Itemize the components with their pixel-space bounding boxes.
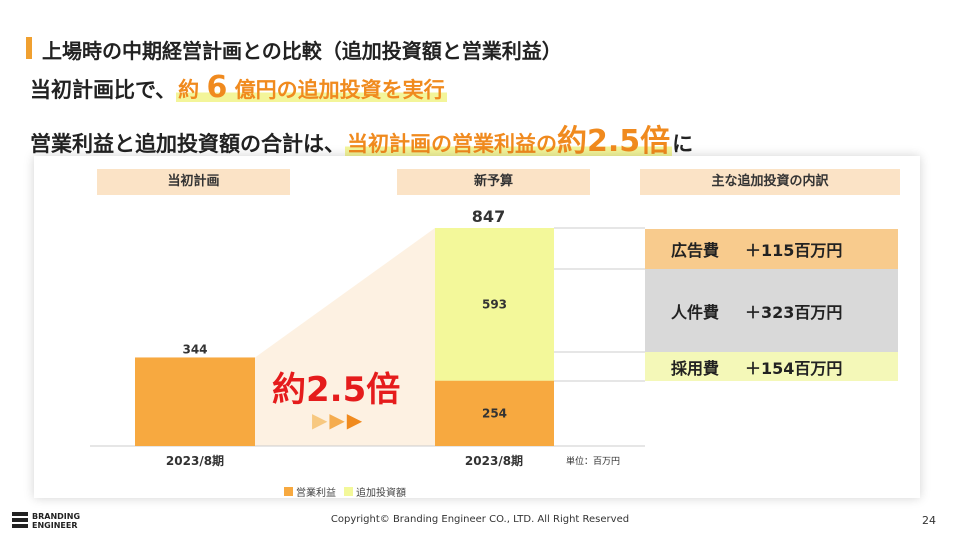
headline1-highlight: 約 6 億円の追加投資を実行 (176, 70, 447, 105)
bar-new-additional-investment (435, 228, 554, 381)
headline2-suffix: に (672, 132, 694, 156)
headline-investment: 当初計画比で、約 6 億円の追加投資を実行 (30, 70, 447, 105)
unit-label: 単位：百万円 (566, 455, 620, 467)
bar-new-operating-profit (435, 380, 554, 446)
legend-label-operating-profit: 営業利益 (296, 488, 336, 499)
multiplier-label: 約2.5倍 (272, 370, 401, 410)
headline2-hl-a: 当初計画の営業利益の (347, 132, 557, 156)
headline2-highlight: 当初計画の営業利益の約2.5倍 (345, 124, 673, 159)
legend-swatch-additional-investment (344, 487, 353, 496)
multiplier-arrows: ▶▶▶ (312, 408, 364, 432)
bar-label-total-847: 847 (472, 207, 505, 226)
headline1-hl-b: 億円の追加投資を実行 (234, 78, 445, 102)
breakdown-label: 人件費 (671, 302, 720, 322)
x-label-new: 2023/8期 (465, 453, 523, 468)
legend-label-additional-investment: 追加投資額 (356, 488, 406, 499)
bar-initial-operating-profit (135, 357, 255, 446)
headline-multiplier: 営業利益と追加投資額の合計は、当初計画の営業利益の約2.5倍に (30, 116, 693, 160)
slide-title: 上場時の中期経営計画との比較（追加投資額と営業利益） (42, 39, 562, 63)
breakdown-label: 採用費 (671, 358, 720, 378)
breakdown-value: ＋323百万円 (745, 302, 843, 322)
brand-logo-icon (12, 512, 28, 528)
breakdown-label: 広告費 (671, 241, 720, 260)
bar-label-593: 593 (482, 297, 507, 311)
breakdown-value: ＋154百万円 (745, 358, 843, 378)
copyright-footer: Copyright© Branding Engineer CO., LTD. A… (330, 514, 630, 525)
title-accent-bar (26, 37, 32, 59)
bar-label-254: 254 (482, 406, 507, 420)
arrow-right-icon: ▶ (329, 408, 347, 432)
headline1-hl-a: 約 (178, 78, 200, 102)
header-initial-plan: 当初計画 (97, 169, 290, 195)
growth-connector-shape (255, 228, 435, 446)
header-new-budget: 新予算 (397, 169, 590, 195)
arrow-right-icon: ▶ (346, 408, 365, 432)
logo-line2: ENGINEER (32, 521, 78, 530)
chart-legend: 営業利益 追加投資額 (284, 484, 406, 499)
breakdown-value: ＋115百万円 (745, 241, 843, 260)
x-label-initial: 2023/8期 (166, 453, 224, 468)
arrow-right-icon: ▶ (312, 408, 330, 432)
bar-label-344: 344 (182, 342, 207, 356)
headline1-prefix: 当初計画比で、 (30, 78, 177, 102)
breakdown-row-recruiting: 採用費 ＋154百万円 (645, 352, 898, 381)
page-number: 24 (922, 514, 936, 527)
header-breakdown: 主な追加投資の内訳 (640, 169, 900, 195)
breakdown-row-advertising: 広告費 ＋115百万円 (645, 229, 898, 269)
headline2-big: 約2.5倍 (557, 124, 671, 159)
logo-line1: BRANDING (32, 512, 81, 521)
breakdown-row-personnel: 人件費 ＋323百万円 (645, 269, 898, 352)
headline1-number: 6 (206, 70, 228, 105)
brand-logo-text: BRANDING ENGINEER (32, 512, 80, 530)
legend-swatch-operating-profit (284, 487, 293, 496)
headline2-prefix: 営業利益と追加投資額の合計は、 (30, 132, 345, 156)
